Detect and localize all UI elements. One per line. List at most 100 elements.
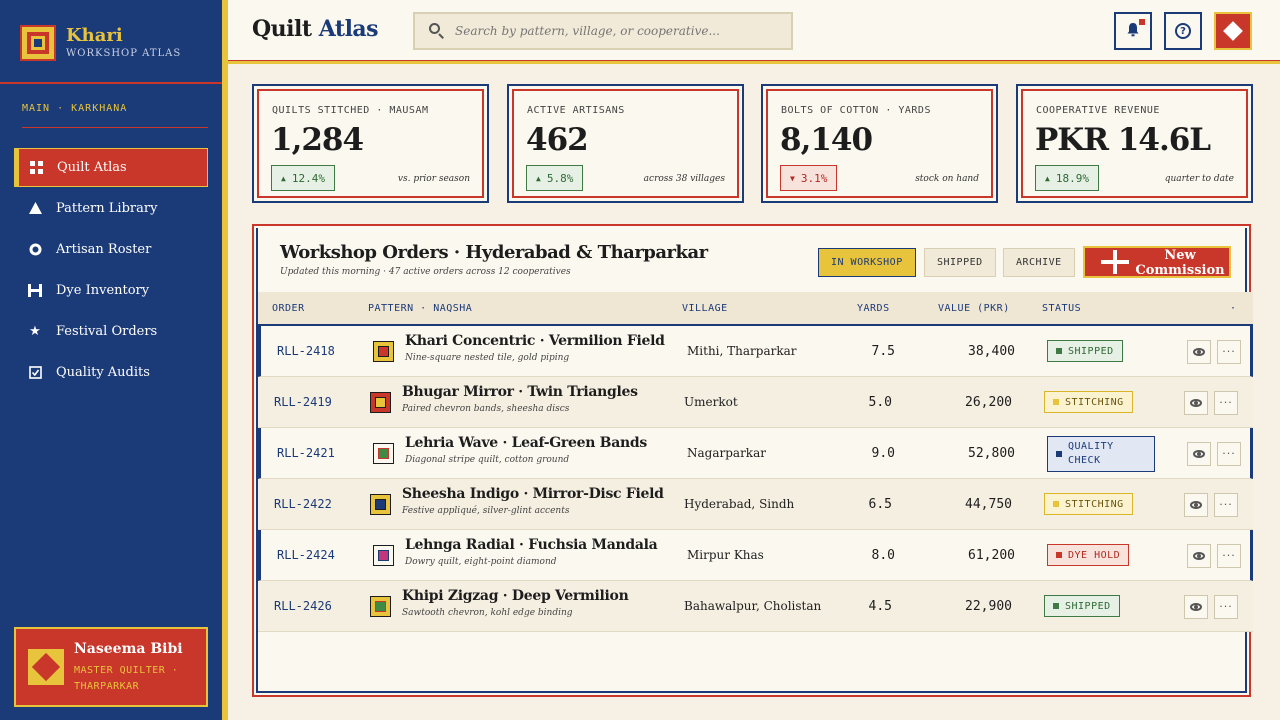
plus-icon <box>1101 250 1129 274</box>
search-input[interactable] <box>455 24 775 38</box>
notifications-button[interactable] <box>1114 12 1152 50</box>
village: Bahawalpur, Cholistan <box>684 599 822 613</box>
column-header[interactable]: STATUS <box>1042 303 1082 314</box>
column-header[interactable]: YARDS <box>857 303 890 314</box>
orders-title: Workshop Orders · Hyderabad & Tharparkar <box>280 242 708 263</box>
star-icon: ★ <box>29 324 41 339</box>
status-badge: DYE HOLD <box>1047 544 1130 566</box>
yards: 5.0 <box>868 395 892 410</box>
pattern-desc: Sawtooth chevron, kohl edge binding <box>402 608 573 618</box>
logo-icon <box>20 25 56 61</box>
user-name: Naseema Bibi <box>74 641 183 657</box>
view-button[interactable] <box>1187 442 1211 466</box>
help-button[interactable]: ? <box>1164 12 1202 50</box>
village: Mirpur Khas <box>687 548 764 562</box>
kpi-label: QUILTS STITCHED · MAUSAM <box>272 105 429 116</box>
value: 52,800 <box>968 446 1015 461</box>
order-id[interactable]: RLL-2422 <box>274 497 332 511</box>
grid-icon <box>29 161 43 175</box>
sidebar-item-festival-orders[interactable]: ★ Festival Orders <box>14 312 208 351</box>
kpi-value: 462 <box>526 122 589 158</box>
trend-up-icon: ▲ <box>536 173 541 183</box>
more-button[interactable]: ··· <box>1217 442 1241 466</box>
brand-subtitle: WORKSHOP ATLAS <box>66 48 182 59</box>
order-id[interactable]: RLL-2421 <box>277 446 335 460</box>
checkbox-icon <box>28 366 42 380</box>
column-header[interactable]: PATTERN · NAQSHA <box>368 303 473 314</box>
sidebar-item-pattern-library[interactable]: Pattern Library <box>14 189 208 228</box>
more-button[interactable]: ··· <box>1214 391 1238 415</box>
more-button[interactable]: ··· <box>1217 340 1241 364</box>
sidebar-item-label: Quilt Atlas <box>57 160 127 175</box>
view-button[interactable] <box>1184 595 1208 619</box>
pattern-name: Khari Concentric · Vermilion Field <box>405 333 665 349</box>
table-row[interactable]: RLL-2426 Khipi Zigzag · Deep Vermilion S… <box>258 581 1253 632</box>
eye-icon <box>1190 501 1202 509</box>
more-icon: ··· <box>1222 549 1236 562</box>
order-id[interactable]: RLL-2426 <box>274 599 332 613</box>
brand: Khari WORKSHOP ATLAS <box>0 0 222 84</box>
pattern-swatch <box>373 443 394 464</box>
order-id[interactable]: RLL-2419 <box>274 395 332 409</box>
table-row[interactable]: RLL-2418 Khari Concentric · Vermilion Fi… <box>258 326 1253 377</box>
search-box[interactable] <box>413 12 793 50</box>
bell-icon <box>1126 22 1140 41</box>
trend-up-icon: ▲ <box>1045 173 1050 183</box>
column-header[interactable]: VILLAGE <box>682 303 728 314</box>
value: 26,200 <box>965 395 1012 410</box>
filter-in-workshop[interactable]: IN WORKSHOP <box>818 248 916 277</box>
frame-icon <box>28 284 42 298</box>
kpi-card-cotton: BOLTS OF COTTON · YARDS 8,140 ▼ 3.1% stoc… <box>761 84 998 203</box>
more-icon: ··· <box>1219 396 1233 409</box>
column-header[interactable]: VALUE (PKR) <box>938 303 1010 314</box>
kpi-label: COOPERATIVE REVENUE <box>1036 105 1160 116</box>
sidebar-item-dye-inventory[interactable]: Dye Inventory <box>14 271 208 310</box>
eye-icon <box>1193 348 1205 356</box>
kpi-value: PKR 14.6L <box>1035 122 1211 158</box>
profile-button[interactable] <box>1214 12 1252 50</box>
table-row[interactable]: RLL-2424 Lehnga Radial · Fuchsia Mandala… <box>258 530 1253 581</box>
table-row[interactable]: RLL-2421 Lehria Wave · Leaf-Green Bands … <box>258 428 1253 479</box>
view-button[interactable] <box>1187 544 1211 568</box>
yards: 8.0 <box>871 548 895 563</box>
view-button[interactable] <box>1184 493 1208 517</box>
sidebar-item-quality-audits[interactable]: Quality Audits <box>14 353 208 392</box>
pattern-swatch <box>370 392 391 413</box>
order-id[interactable]: RLL-2418 <box>277 344 335 358</box>
kpi-label: BOLTS OF COTTON · YARDS <box>781 105 931 116</box>
kpi-card-artisans: ACTIVE ARTISANS 462 ▲ 5.8% across 38 vill… <box>507 84 744 203</box>
more-button[interactable]: ··· <box>1214 595 1238 619</box>
kpi-delta: ▲ 12.4% <box>271 165 335 191</box>
sidebar-item-artisan-roster[interactable]: Artisan Roster <box>14 230 208 269</box>
filter-shipped[interactable]: SHIPPED <box>924 248 996 277</box>
yards: 7.5 <box>871 344 895 359</box>
status-badge: SHIPPED <box>1044 595 1120 617</box>
pattern-swatch <box>370 494 391 515</box>
pattern-swatch <box>370 596 391 617</box>
pattern-desc: Paired chevron bands, sheesha discs <box>402 404 570 414</box>
status-badge: SHIPPED <box>1047 340 1123 362</box>
column-header[interactable]: ORDER <box>272 303 305 314</box>
table-row[interactable]: RLL-2419 Bhugar Mirror · Twin Triangles … <box>258 377 1253 428</box>
order-id[interactable]: RLL-2424 <box>277 548 335 562</box>
view-button[interactable] <box>1187 340 1211 364</box>
nav-divider <box>22 127 208 128</box>
pattern-swatch <box>373 341 394 362</box>
page-title: Quilt Atlas <box>252 16 379 42</box>
triangle-icon <box>28 202 42 216</box>
new-commission-button[interactable]: New Commission <box>1083 246 1231 278</box>
sidebar-item-quilt-atlas[interactable]: Quilt Atlas <box>14 148 208 187</box>
more-button[interactable]: ··· <box>1217 544 1241 568</box>
eye-icon <box>1190 399 1202 407</box>
user-card[interactable]: Naseema Bibi MASTER QUILTER · THARPARKAR <box>14 627 208 707</box>
filter-archive[interactable]: ARCHIVE <box>1003 248 1075 277</box>
sidebar-border <box>222 0 228 720</box>
view-button[interactable] <box>1184 391 1208 415</box>
pattern-desc: Dowry quilt, eight-point diamond <box>405 557 557 567</box>
sidebar: Khari WORKSHOP ATLAS MAIN · KARKHANA Qui… <box>0 0 222 720</box>
yards: 6.5 <box>868 497 892 512</box>
more-button[interactable]: ··· <box>1214 493 1238 517</box>
table-row[interactable]: RLL-2422 Sheesha Indigo · Mirror-Disc Fi… <box>258 479 1253 530</box>
kpi-note: stock on hand <box>915 174 979 184</box>
nav-section-label: MAIN · KARKHANA <box>22 103 128 114</box>
